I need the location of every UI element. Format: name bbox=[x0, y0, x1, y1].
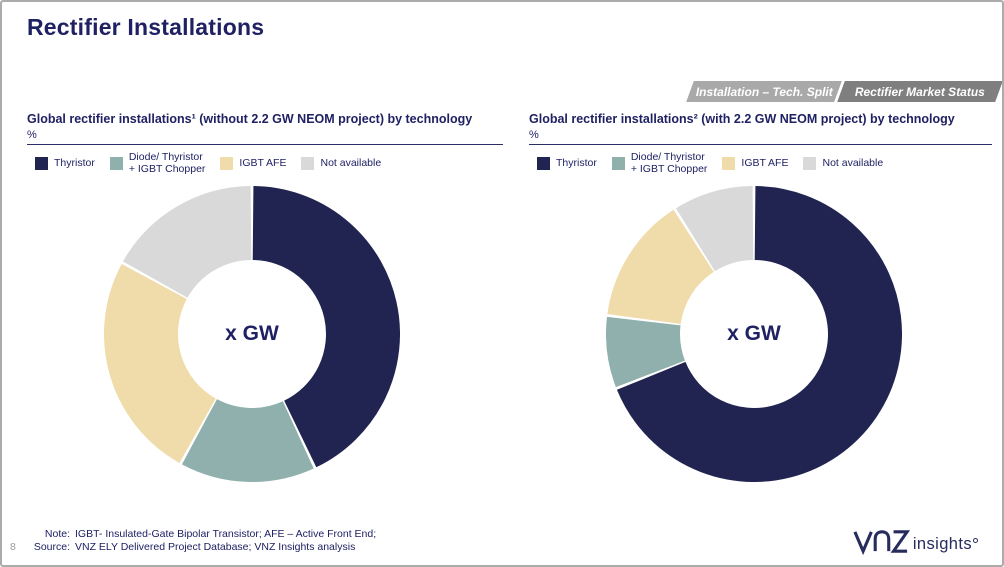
donut-segment-diode-thyristor-igbt-chopper bbox=[606, 316, 686, 388]
legend-label: IGBT AFE bbox=[741, 156, 789, 169]
tab-label: Rectifier Market Status bbox=[854, 84, 986, 99]
donut-segment-not-available bbox=[675, 186, 755, 272]
legend-swatch bbox=[611, 157, 625, 171]
legend-item: IGBT AFE bbox=[220, 156, 287, 171]
tab-rectifier-market-status[interactable]: Rectifier Market Status bbox=[837, 81, 1002, 102]
chart-panel-without-neom: Global rectifier installations¹ (without… bbox=[27, 112, 503, 492]
legend-item: Thyristor bbox=[35, 156, 95, 171]
vnz-logo-glyphs bbox=[853, 530, 910, 555]
legend-label: IGBT AFE bbox=[239, 156, 287, 169]
legend-swatch bbox=[220, 157, 234, 171]
tab-bar: Installation – Tech. Split Rectifier Mar… bbox=[686, 81, 1002, 102]
chart-legend: Thyristor Diode/ Thyristor + IGBT Chopper I… bbox=[27, 151, 503, 175]
page-number: 8 bbox=[10, 541, 16, 553]
legend-item: Not available bbox=[803, 156, 884, 171]
tab-label: Installation – Tech. Split bbox=[695, 84, 833, 99]
source-label: Source: bbox=[33, 541, 70, 553]
logo-suffix-text: insights bbox=[912, 535, 972, 553]
legend-item: Thyristor bbox=[537, 156, 597, 171]
legend-swatch bbox=[35, 157, 48, 171]
legend-swatch bbox=[803, 157, 817, 171]
donut-segment-thyristor bbox=[251, 186, 400, 468]
legend-swatch bbox=[109, 157, 123, 171]
footer-source-row: 8 Source: VNZ ELY Delivered Project Data… bbox=[10, 541, 376, 554]
legend-label: Not available bbox=[320, 156, 382, 169]
donut-segment-diode-thyristor-igbt-chopper bbox=[181, 398, 314, 482]
donut-segment-thyristor bbox=[616, 186, 902, 482]
footer: Note: IGBT- Insulated-Gate Bipolar Trans… bbox=[10, 528, 376, 554]
legend-label: Diode/ Thyristor + IGBT Chopper bbox=[630, 151, 708, 175]
logo-registered-mark-icon bbox=[973, 538, 978, 543]
chart-title: Global rectifier installations² (with 2.… bbox=[529, 112, 955, 126]
note-label: Note: bbox=[44, 528, 70, 540]
legend-label: Diode/ Thyristor + IGBT Chopper bbox=[128, 151, 206, 175]
donut-chart: x GW bbox=[606, 186, 902, 482]
donut-segment-igbt-afe bbox=[607, 209, 715, 326]
donut-svg bbox=[104, 186, 400, 482]
donut-center-label: x GW bbox=[727, 322, 781, 345]
legend-item: Not available bbox=[301, 156, 382, 171]
donut-segment-not-available bbox=[123, 186, 253, 299]
page-title: Rectifier Installations bbox=[27, 14, 265, 40]
donut-svg bbox=[606, 186, 902, 482]
vnz-insights-logo: insights bbox=[852, 528, 978, 555]
legend-swatch bbox=[301, 157, 315, 171]
chart-panel-with-neom: Global rectifier installations² (with 2.… bbox=[529, 112, 992, 492]
tab-installation-tech-split[interactable]: Installation – Tech. Split bbox=[686, 81, 842, 102]
legend-label: Not available bbox=[822, 156, 884, 169]
legend-label: Thyristor bbox=[556, 156, 597, 169]
legend-item: Diode/ Thyristor + IGBT Chopper bbox=[611, 151, 708, 175]
legend-swatch bbox=[722, 157, 736, 171]
donut-center-label: x GW bbox=[225, 322, 279, 345]
source-text: VNZ ELY Delivered Project Database; VNZ … bbox=[75, 541, 356, 553]
legend-item: Diode/ Thyristor + IGBT Chopper bbox=[109, 151, 206, 175]
legend-swatch bbox=[537, 157, 550, 171]
chart-unit-label: % bbox=[529, 129, 992, 145]
legend-label: Thyristor bbox=[54, 156, 95, 169]
chart-unit-label: % bbox=[27, 129, 503, 145]
donut-segment-igbt-afe bbox=[104, 263, 217, 463]
donut-chart: x GW bbox=[104, 186, 400, 482]
footer-note-row: Note: IGBT- Insulated-Gate Bipolar Trans… bbox=[10, 528, 376, 541]
page-number-spacer bbox=[10, 528, 24, 541]
chart-legend: Thyristor Diode/ Thyristor + IGBT Chopper I… bbox=[529, 151, 992, 175]
note-text: IGBT- Insulated-Gate Bipolar Transistor;… bbox=[75, 528, 377, 540]
legend-item: IGBT AFE bbox=[722, 156, 789, 171]
chart-title: Global rectifier installations¹ (without… bbox=[27, 112, 473, 126]
